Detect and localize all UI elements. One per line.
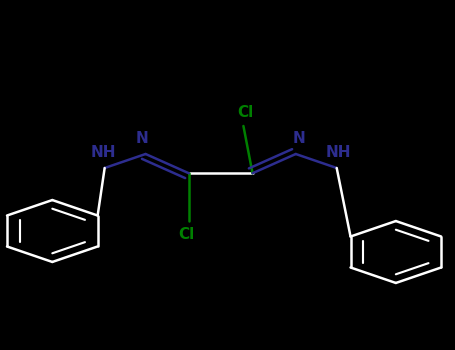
Text: N: N bbox=[136, 131, 148, 146]
Text: Cl: Cl bbox=[238, 105, 254, 120]
Text: N: N bbox=[293, 131, 306, 146]
Text: NH: NH bbox=[91, 145, 116, 160]
Text: NH: NH bbox=[325, 145, 351, 160]
Text: Cl: Cl bbox=[178, 227, 195, 242]
